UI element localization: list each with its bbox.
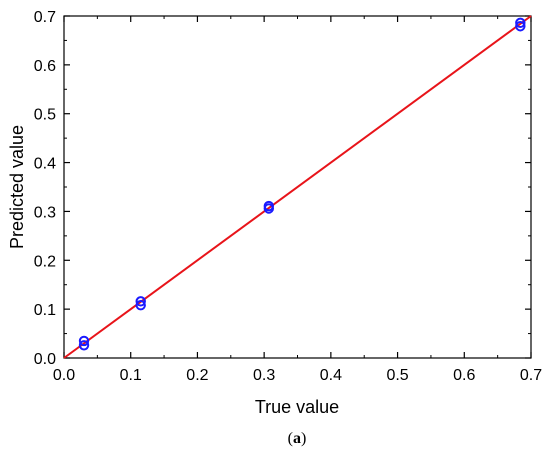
data-point (78, 340, 90, 351)
y-axis-title: Predicted value (7, 125, 27, 249)
y-tick-label: 0.3 (34, 204, 56, 221)
fit-line (63, 15, 532, 359)
data-point (135, 300, 146, 311)
x-axis-ticks: 0.0 0.1 0.2 0.3 0.4 0.5 0.6 0.7 (53, 16, 542, 384)
x-axis-title: True value (255, 397, 339, 417)
caption-close: ) (301, 430, 306, 447)
x-tick-label: 0.4 (320, 367, 342, 384)
fit-line-layer (63, 15, 532, 359)
y-tick-label: 0.5 (34, 107, 56, 124)
y-tick-label: 0.6 (34, 58, 56, 75)
y-axis-ticks: 0.0 0.1 0.2 0.3 0.4 0.5 0.6 0.7 (34, 9, 531, 368)
data-point (263, 203, 275, 214)
caption-open: ( (288, 430, 293, 447)
y-tick-label: 0.1 (34, 302, 56, 319)
y-tick-label: 0.4 (34, 156, 56, 173)
x-tick-label: 0.1 (120, 367, 142, 384)
caption-label: a (293, 430, 301, 447)
y-tick-label: 0.7 (34, 9, 56, 26)
x-tick-label: 0.5 (386, 367, 408, 384)
data-points-layer (78, 17, 526, 351)
figure-caption: (a) (288, 430, 307, 447)
x-tick-label: 0.0 (53, 367, 75, 384)
x-tick-label: 0.3 (253, 367, 275, 384)
x-tick-label: 0.6 (453, 367, 475, 384)
data-point (515, 17, 526, 29)
x-tick-label: 0.2 (186, 367, 208, 384)
y-tick-label: 0.0 (34, 351, 56, 368)
y-tick-label: 0.2 (34, 253, 56, 270)
data-point (78, 335, 90, 347)
data-point (515, 21, 526, 32)
data-point (135, 296, 146, 307)
x-tick-label: 0.7 (520, 367, 542, 384)
